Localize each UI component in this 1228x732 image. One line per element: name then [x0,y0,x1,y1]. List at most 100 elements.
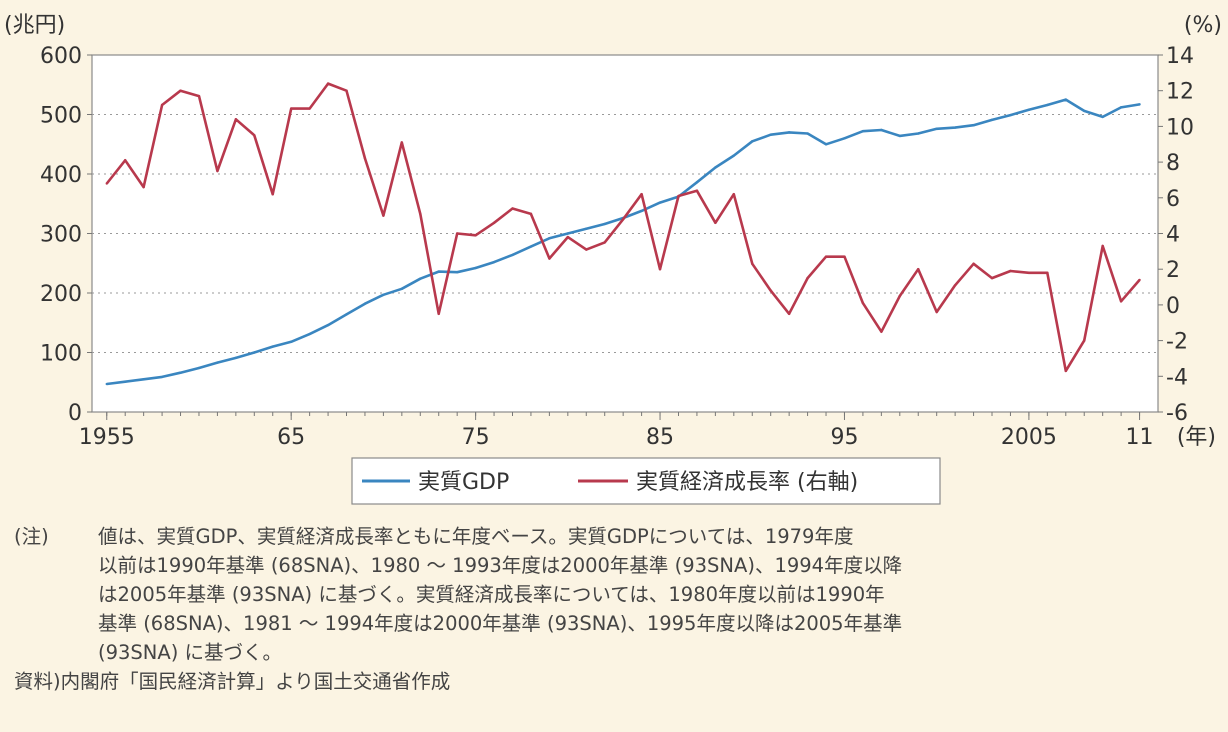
data-point [972,124,975,127]
data-point [880,128,883,132]
note-text: 値は、実質GDP、実質経済成長率ともに年度ベース。実質GDPについては、1979… [98,525,903,664]
data-point [492,260,496,264]
source-tag: 資料) [14,670,61,693]
data-point [824,143,828,146]
data-point [769,289,772,292]
source-text: 内閣府「国民経済計算」より国土交通省作成 [60,670,451,693]
x-tick-label: 2005 [1001,425,1057,450]
data-point [271,193,274,196]
y-right-tick-label: 8 [1166,151,1180,176]
data-point [197,94,201,98]
data-point [234,118,238,121]
y-right-tick-label: 4 [1166,223,1180,248]
data-point [511,253,514,257]
data-point [917,132,920,135]
data-point [806,132,809,135]
data-point [492,221,496,224]
y-right-tick-label: 2 [1166,258,1180,283]
legend-box [351,457,941,505]
data-point [382,293,385,296]
note-row: (注) 値は、実質GDP、実質経済成長率ともに年度ベース。実質GDPについては、… [14,522,1214,667]
data-point [326,323,330,327]
data-point [400,141,404,144]
data-point [1138,103,1141,106]
data-point [585,248,588,251]
data-point [640,209,643,213]
data-point [345,313,348,316]
data-point [474,234,477,237]
data-point [179,371,182,374]
y-left-tick-label: 400 [40,163,82,188]
data-point [972,262,975,266]
data-point [1046,103,1049,107]
data-point [843,255,846,258]
y-right-tick-label: 12 [1166,80,1194,105]
y-left-tick-label: 200 [40,282,82,307]
x-tick-label: 1955 [79,425,135,450]
y-right-tick-label: 0 [1166,294,1180,319]
data-point [953,284,957,287]
data-point [529,212,533,216]
data-point [234,356,238,360]
data-point [142,185,145,189]
y-left-unit: (兆円) [4,13,65,38]
data-point [953,126,957,129]
data-point [585,227,588,230]
data-point [455,232,459,235]
data-point [400,287,404,291]
data-point [695,189,699,192]
legend-label-growth: 実質経済成長率 (右軸) [636,470,858,495]
x-tick-label: 65 [277,425,305,450]
data-point [1064,98,1067,101]
note-tag: (注) [14,525,49,548]
data-point [714,166,717,169]
data-point [677,194,680,198]
data-point [751,262,754,266]
data-point [824,255,828,258]
data-point [1138,278,1141,282]
data-point [437,270,440,273]
data-point [714,221,717,224]
data-point [123,380,127,383]
y-left-tick-label: 100 [40,342,82,367]
data-point [197,366,201,370]
data-point [289,340,293,343]
data-point [861,301,865,305]
data-point [382,214,385,217]
chart-area: 0 100 200 300 400 500 600 -6 -4 -2 0 2 4 6 8 10 12 14 1955… [4,13,1222,505]
data-point [935,310,938,314]
data-point [437,312,440,316]
data-point [1009,113,1012,117]
data-point [474,266,477,270]
data-point [308,107,311,110]
data-point [658,201,662,204]
data-point [1119,106,1123,109]
data-point [603,241,606,244]
source-row: 資料) 内閣府「国民経済計算」より国土交通省作成 [14,667,1214,696]
data-point [751,140,754,143]
y-right-unit: (%) [1184,13,1222,38]
data-point [271,345,274,348]
data-point [179,89,182,92]
data-point [105,182,108,185]
data-point [216,169,219,173]
data-point [880,330,883,333]
data-point [289,107,293,110]
data-point [511,207,514,210]
y-left-tick-label: 0 [68,401,82,426]
data-point [160,375,164,379]
data-point [917,268,920,271]
data-point [732,154,736,157]
data-point [861,129,865,133]
data-point [843,137,846,140]
y-right-tick-label: -6 [1166,401,1188,426]
data-point [123,159,127,162]
data-point [806,276,809,280]
x-tick-label: 85 [646,425,674,450]
y-right-tick-label: 6 [1166,187,1180,212]
data-point [566,235,570,239]
data-point [548,257,551,260]
data-point [160,103,164,107]
data-point [253,134,256,137]
data-point [1101,244,1104,248]
